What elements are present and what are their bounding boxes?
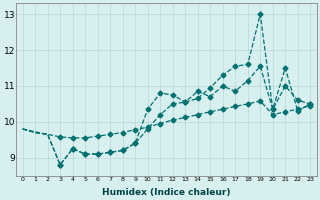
X-axis label: Humidex (Indice chaleur): Humidex (Indice chaleur) <box>102 188 231 197</box>
